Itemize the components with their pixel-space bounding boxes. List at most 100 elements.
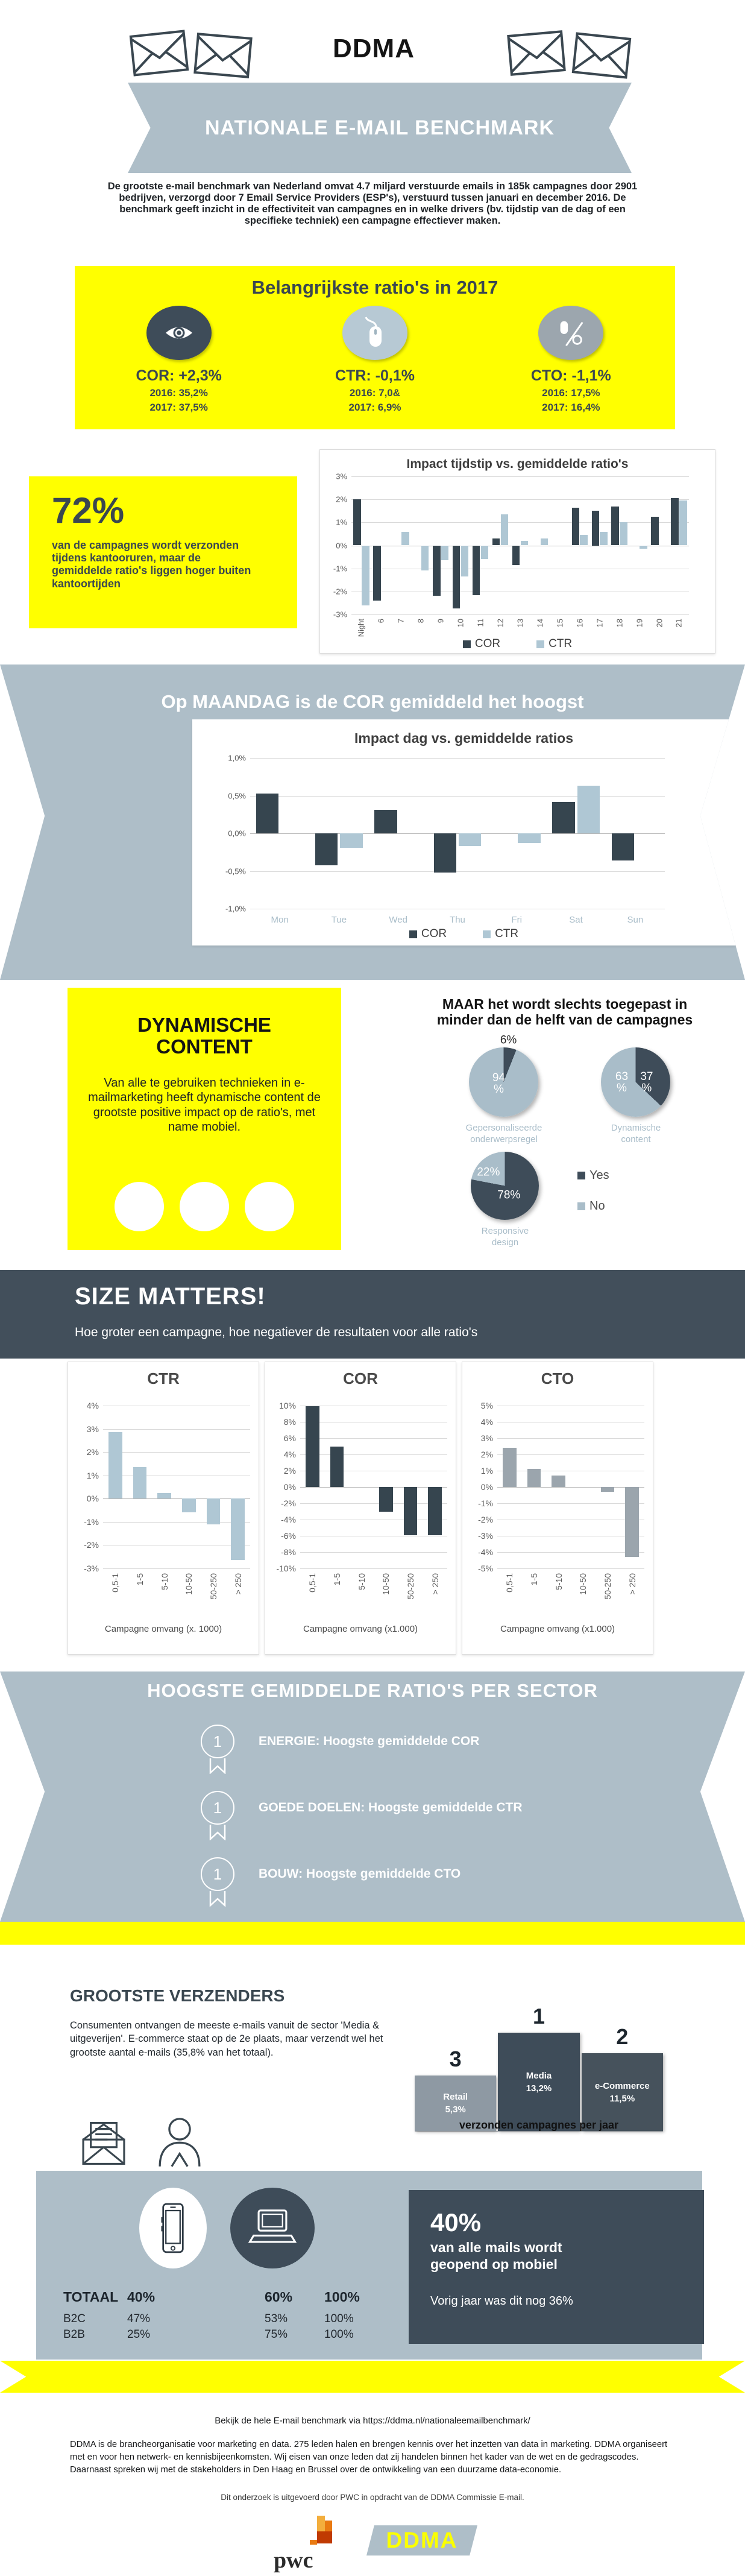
y-tick-label: 2%: [283, 1466, 296, 1476]
gridline: [250, 795, 665, 797]
podium-rank: 1: [532, 2004, 545, 2028]
table-row: B2B 25% 75% 100%: [63, 2328, 354, 2341]
chart-legend: COR CTR: [192, 927, 735, 941]
y-tick-label: -2%: [84, 1540, 99, 1550]
podium-caption: verzonden campagnes per jaar: [459, 2119, 619, 2131]
dynamic-content-title: DYNAMISCHE CONTENT: [137, 1014, 271, 1058]
size-matters-subtitle: Hoe groter een campagne, hoe negatiever …: [75, 1325, 478, 1339]
x-tick-label: 7: [396, 619, 406, 623]
y-tick-label: -3%: [84, 1564, 99, 1573]
x-tick-label: 19: [635, 619, 644, 628]
y-tick-label: -0,5%: [225, 867, 246, 876]
bar-CTR-18: [620, 522, 627, 546]
bar-CTR-17: [600, 531, 608, 546]
podium-label: Retail: [443, 2092, 468, 2102]
office-hours-panel: 72% van de campagnes wordt verzonden tij…: [29, 476, 297, 628]
ratio-value: CTO: -1,1%: [530, 367, 611, 384]
bar-group-12: [491, 476, 511, 614]
podium-value: 5,3%: [445, 2104, 466, 2115]
monday-banner: Op MAANDAG is de COR gemiddeld het hoogs…: [0, 665, 745, 980]
x-tick-label: 14: [535, 619, 545, 628]
podium-chart: 3 Retail 5,3% 1 Media 13,2% 2 e-Commerce 11,5%: [415, 1980, 663, 2132]
x-tick-label: 1-5: [529, 1573, 539, 1586]
dot: [245, 1182, 294, 1231]
plot-area: 4% 3% 2% 1% 0% -1% -2% -3%: [84, 1401, 250, 1573]
bar-COR-1-5: [330, 1446, 344, 1487]
bar-group-16: [570, 476, 589, 614]
podium-column-e-Commerce: 2 e-Commerce 11,5%: [581, 2024, 663, 2131]
bar-CTO-1-5: [527, 1469, 541, 1487]
legend-item: COR: [462, 637, 500, 651]
y-tick-label: -4%: [281, 1515, 296, 1524]
bar-CTR-50-250: [206, 1498, 221, 1524]
podium-bar: e-Commerce 11,5%: [581, 2053, 663, 2131]
bar-group-0,5-1: [300, 1406, 325, 1568]
bar-group-9: [431, 476, 451, 614]
gridline: [497, 1503, 644, 1504]
envelope-icon: [507, 30, 566, 76]
bar-COR-Wed: [374, 810, 397, 833]
bar-group-1-5: [128, 1406, 152, 1568]
about-ddma-text: DDMA is de brancheorganisatie voor marke…: [70, 2440, 668, 2475]
ratio-value: CTR: -0,1%: [335, 367, 415, 384]
x-tick-label: > 250: [627, 1573, 637, 1595]
bar-group-Sat: [546, 758, 605, 909]
y-tick-label: 8%: [283, 1417, 296, 1427]
bar-COR-20: [651, 516, 659, 546]
legend-item: CTR: [483, 927, 518, 941]
dot: [180, 1182, 229, 1231]
y-tick-label: 0,5%: [228, 791, 246, 800]
mobile-stat-text: van alle mails wordt geopend op mobiel: [430, 2240, 562, 2272]
bar-CTR-10: [461, 545, 469, 577]
y-tick-label: 3%: [86, 1424, 99, 1434]
sector-banner: HOOGSTE GEMIDDELDE RATIO'S PER SECTOR 1 …: [0, 1672, 745, 1922]
sector-row-goede-doelen: 1 GOEDE DOELEN: Hoogste gemiddelde CTR: [197, 1791, 523, 1840]
bar-group-Mon: [250, 758, 309, 909]
bar-group-13: [511, 476, 530, 614]
y-tick-label: 1%: [336, 517, 347, 527]
y-tick-label: -2%: [333, 587, 347, 596]
y-tick-label: -1%: [84, 1517, 99, 1527]
podium-label: e-Commerce: [594, 2080, 650, 2091]
bar-CTR-> 250: [231, 1498, 245, 1561]
ratio-year: 2017: 16,4%: [542, 402, 600, 414]
dynamic-content-panel: DYNAMISCHE CONTENT Van alle te gebruiken…: [68, 988, 341, 1250]
gridline: [103, 1498, 250, 1500]
gridline: [300, 1487, 447, 1488]
x-tick-label: Sun: [627, 915, 644, 925]
podium-column-Retail: 3 Retail 5,3%: [415, 2047, 497, 2131]
ratios-2017-panel: Belangrijkste ratio's in 2017 COR: +2,3%…: [75, 266, 675, 429]
size-ctr-chart: CTR 4% 3% 2% 1% 0% -1% -2% -3% 0,5-1 1-5 5-10 10-5…: [68, 1362, 259, 1655]
y-tick-label: 4%: [283, 1450, 296, 1459]
x-tick-label: 10-50: [381, 1573, 391, 1595]
page-title: NATIONALE E-MAIL BENCHMARK: [204, 116, 555, 139]
bar-group-19: [629, 476, 649, 614]
podium-value: 11,5%: [609, 2093, 635, 2104]
y-tick-label: -1%: [478, 1498, 493, 1508]
research-credit: Dit onderzoek is uitgevoerd door PWC in …: [221, 2493, 524, 2502]
bar-COR-10-50: [379, 1487, 393, 1512]
pie-no-label: 63 %: [615, 1070, 629, 1094]
bar-group-Tue: [309, 758, 368, 909]
gridline: [351, 476, 689, 477]
y-tick-label: -4%: [478, 1547, 493, 1557]
podium-bar: Media 13,2%: [498, 2033, 580, 2131]
gridline: [250, 871, 665, 872]
bar-group-> 250: [423, 1406, 447, 1568]
x-tick-label: 6: [376, 619, 386, 623]
legend-item: COR: [409, 927, 447, 941]
bar-COR-9: [433, 545, 441, 596]
podium-value: 13,2%: [526, 2083, 552, 2094]
x-tick-label: Wed: [389, 915, 407, 925]
laptop-icon: [230, 2188, 315, 2268]
y-tick-label: 1,0%: [228, 753, 246, 763]
y-tick-label: 0%: [283, 1482, 296, 1492]
y-tick-label: 0%: [480, 1482, 493, 1492]
bar-group-7: [391, 476, 411, 614]
x-tick-label: 12: [495, 619, 505, 628]
x-tick-label: 18: [615, 619, 624, 628]
dot: [115, 1182, 164, 1231]
bar-COR-16: [571, 507, 580, 546]
bar-CTR-12: [500, 514, 509, 546]
y-tick-label: -10%: [276, 1564, 296, 1573]
